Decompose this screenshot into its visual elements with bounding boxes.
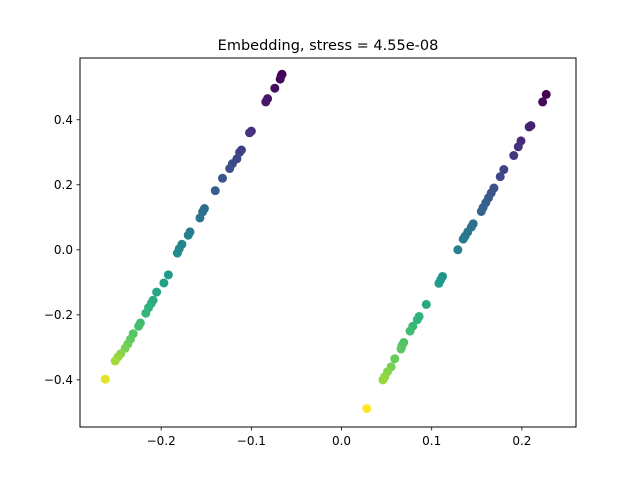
y-axis: −0.4 −0.2 0.0 0.2 0.4 xyxy=(44,113,80,387)
scatter-point-3 xyxy=(270,83,280,93)
scatter-point-22 xyxy=(172,248,182,258)
scatter-point-2 xyxy=(275,74,285,84)
scatter-point-14 xyxy=(210,186,220,196)
scatter-point-43 xyxy=(524,122,534,132)
scatter-point-60 xyxy=(453,245,463,255)
scatter-point-12 xyxy=(225,164,235,174)
scatter-point-39 xyxy=(100,374,110,384)
scatter-point-17 xyxy=(195,213,205,223)
y-tick-label: −0.2 xyxy=(44,308,73,322)
scatter-point-63 xyxy=(434,278,444,288)
scatter-point-29 xyxy=(141,308,151,318)
y-tick-label: 0.0 xyxy=(54,243,73,257)
x-tick-label: 0.1 xyxy=(422,434,441,448)
scatter-point-68 xyxy=(405,326,415,336)
y-tick-label: 0.2 xyxy=(54,178,73,192)
scatter-point-24 xyxy=(159,278,169,288)
scatter-point-64 xyxy=(421,299,431,309)
x-axis: −0.2 −0.1 0.0 0.1 0.2 xyxy=(147,427,531,448)
x-tick-label: 0.0 xyxy=(332,434,351,448)
scatter-point-71 xyxy=(396,344,406,354)
scatter-point-13 xyxy=(217,173,227,183)
scatter-point-31 xyxy=(134,321,144,331)
scatter-point-5 xyxy=(261,97,271,107)
scatter-point-23 xyxy=(163,270,173,280)
scatter-point-41 xyxy=(538,97,548,107)
scatter-point-40 xyxy=(541,89,551,99)
scatter-point-77 xyxy=(362,403,372,413)
scatter-point-25 xyxy=(152,287,162,297)
scatter-point-76 xyxy=(378,375,388,385)
x-tick-label: 0.2 xyxy=(512,434,531,448)
y-tick-label: 0.4 xyxy=(54,113,73,127)
scatter-point-59 xyxy=(458,234,468,244)
scatter-point-38 xyxy=(110,356,120,366)
scatter-point-7 xyxy=(245,128,255,138)
scatter-point-66 xyxy=(412,315,422,325)
scatter-point-48 xyxy=(495,172,505,182)
points-layer xyxy=(100,69,551,413)
scatter-point-19 xyxy=(183,230,193,240)
scatter-point-47 xyxy=(499,165,509,175)
scatter-point-72 xyxy=(390,354,400,364)
scatter-point-45 xyxy=(513,142,523,152)
axes-frame xyxy=(79,57,577,428)
scatter-point-54 xyxy=(476,206,486,216)
x-tick-label: −0.2 xyxy=(147,434,176,448)
x-tick-label: −0.1 xyxy=(237,434,266,448)
chart-title: Embedding, stress = 4.55e-08 xyxy=(218,38,439,54)
scatter-point-46 xyxy=(509,151,519,161)
y-tick-label: −0.4 xyxy=(44,373,73,387)
